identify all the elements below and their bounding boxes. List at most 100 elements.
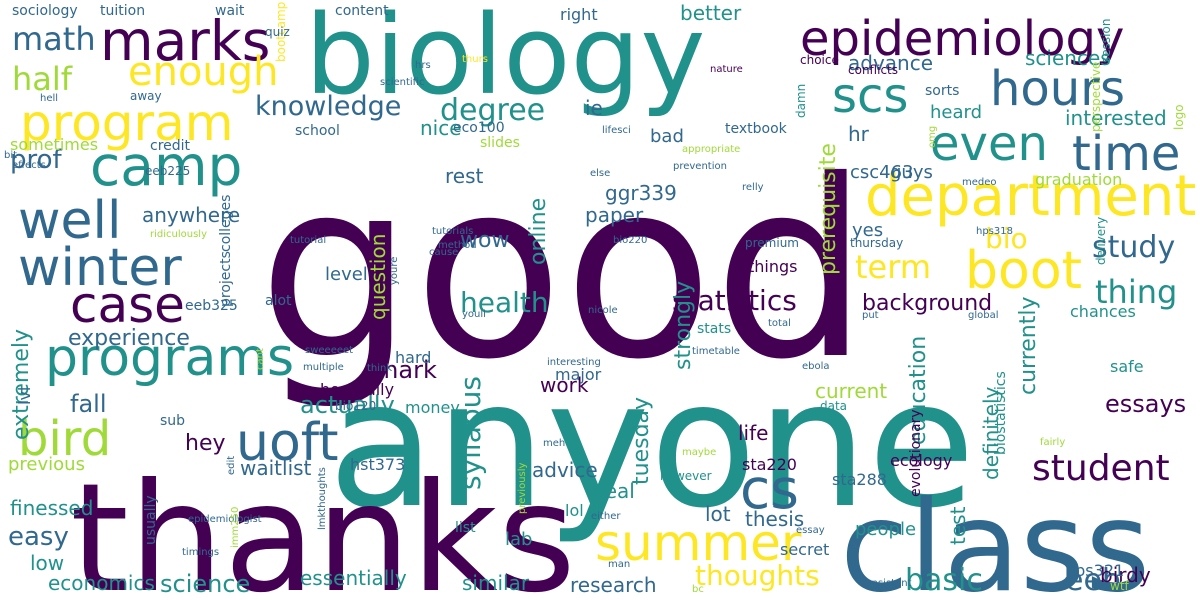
cloud-word: ridiculously <box>150 229 207 240</box>
cloud-word: bc <box>692 584 704 595</box>
cloud-word: data <box>820 399 847 413</box>
cloud-word: thursday <box>850 236 903 250</box>
cloud-word: low <box>30 551 64 575</box>
cloud-word: damn <box>794 84 808 118</box>
cloud-word: camp <box>90 134 242 198</box>
cloud-word: bootcamp <box>274 2 288 62</box>
cloud-word: consistent <box>860 578 912 589</box>
cloud-word: textbook <box>725 121 788 137</box>
cloud-word: lot <box>705 502 731 526</box>
cloud-word: premium <box>745 236 799 250</box>
cloud-word: question <box>366 234 390 320</box>
cloud-word: thoughts <box>695 559 820 592</box>
cloud-word: eco100 <box>453 120 505 136</box>
cloud-word: epidemiologist <box>188 514 262 525</box>
cloud-word: research <box>570 573 657 597</box>
cloud-word: sociology <box>12 3 78 19</box>
cloud-word: logo <box>1172 104 1186 130</box>
cloud-word: health <box>460 286 549 319</box>
cloud-word: cant <box>255 348 266 370</box>
cloud-word: delivery <box>1094 217 1108 265</box>
cloud-word: sorts <box>925 83 959 99</box>
cloud-word: bio <box>985 222 1028 255</box>
cloud-word: total <box>768 318 791 329</box>
cloud-word: previous <box>8 454 85 475</box>
cloud-word: effects <box>12 160 46 171</box>
cloud-word: half <box>12 60 73 98</box>
cloud-word: birdy <box>1100 563 1151 587</box>
cloud-word: degree <box>440 93 545 128</box>
cloud-word: similar <box>462 571 530 595</box>
cloud-word: secret <box>780 540 829 559</box>
cloud-word: epidemiology <box>800 11 1124 67</box>
cloud-word: anyone <box>328 344 975 547</box>
cloud-word: good <box>258 128 869 413</box>
cloud-word: prof <box>10 145 63 175</box>
cloud-word: people <box>855 519 916 540</box>
cloud-word: eeb <box>1065 563 1121 598</box>
cloud-word: biology <box>305 0 705 119</box>
cloud-word: content <box>335 3 389 19</box>
cloud-word: relly <box>742 182 764 193</box>
cloud-word: extremely <box>9 329 34 440</box>
cloud-word: case <box>70 276 185 334</box>
cloud-word: lifesci <box>602 125 631 136</box>
cloud-word: work <box>540 373 589 397</box>
cloud-word: mark <box>375 356 437 384</box>
cloud-word: meh <box>543 438 565 449</box>
cloud-word: economics <box>48 571 155 595</box>
cloud-word: lab <box>505 529 532 550</box>
cloud-word: hard <box>395 348 431 367</box>
cloud-word: tutorial <box>290 235 326 246</box>
cloud-word: sweeeeet <box>305 345 353 356</box>
cloud-word: wtf <box>1110 579 1130 593</box>
cloud-word: projects <box>218 251 234 307</box>
cloud-word: heard <box>930 102 982 123</box>
cloud-word: department <box>865 164 1196 229</box>
cloud-word: previously <box>517 462 528 514</box>
cloud-word: put <box>862 310 879 321</box>
cloud-word: term <box>855 248 931 286</box>
cloud-word: youll <box>462 309 486 320</box>
cloud-word: chances <box>1070 302 1136 321</box>
cloud-word: strongly <box>671 281 696 370</box>
cloud-word: hps318 <box>976 226 1013 237</box>
cloud-word: timings <box>182 547 219 558</box>
cloud-word: school <box>295 123 340 139</box>
cloud-word: sta288 <box>832 470 887 489</box>
cloud-word: choice <box>800 53 839 67</box>
cloud-word: omg <box>927 126 938 148</box>
cloud-word: interesting <box>547 357 601 368</box>
cloud-word: think <box>367 363 392 374</box>
cloud-word: fall <box>70 390 107 418</box>
cloud-word: scs <box>832 68 908 124</box>
cloud-word: evolutionary <box>908 409 924 497</box>
cloud-word: well <box>18 191 121 251</box>
cloud-word: bio120 <box>335 399 376 413</box>
cloud-word: sometimes <box>10 135 98 154</box>
cloud-word: hours <box>990 61 1125 117</box>
cloud-word: essays <box>1105 390 1186 418</box>
cloud-word: nature <box>710 64 743 75</box>
cloud-word: thurs <box>462 54 488 65</box>
cloud-word: man <box>608 559 630 570</box>
cloud-word: away <box>130 89 162 103</box>
cloud-word: biostatistics <box>993 371 1009 455</box>
cloud-word: tutorials <box>432 226 473 237</box>
cloud-word: statistics <box>672 284 797 317</box>
cloud-word: time <box>1072 126 1180 182</box>
cloud-word: cs <box>740 457 799 521</box>
cloud-word: colleges <box>218 195 234 252</box>
cloud-word: summer <box>595 514 802 572</box>
cloud-word: easy <box>8 522 69 552</box>
cloud-word: safe <box>1110 357 1144 376</box>
cloud-word: marks <box>100 9 270 73</box>
cloud-word: quiz <box>265 25 290 39</box>
cloud-word: cause <box>429 247 458 258</box>
cloud-word: boot <box>965 241 1082 301</box>
cloud-word: youre <box>389 257 400 285</box>
cloud-word: things <box>748 257 798 276</box>
cloud-word: usually <box>143 495 159 545</box>
cloud-word: enough <box>128 49 279 95</box>
cloud-word: sub <box>160 413 185 429</box>
